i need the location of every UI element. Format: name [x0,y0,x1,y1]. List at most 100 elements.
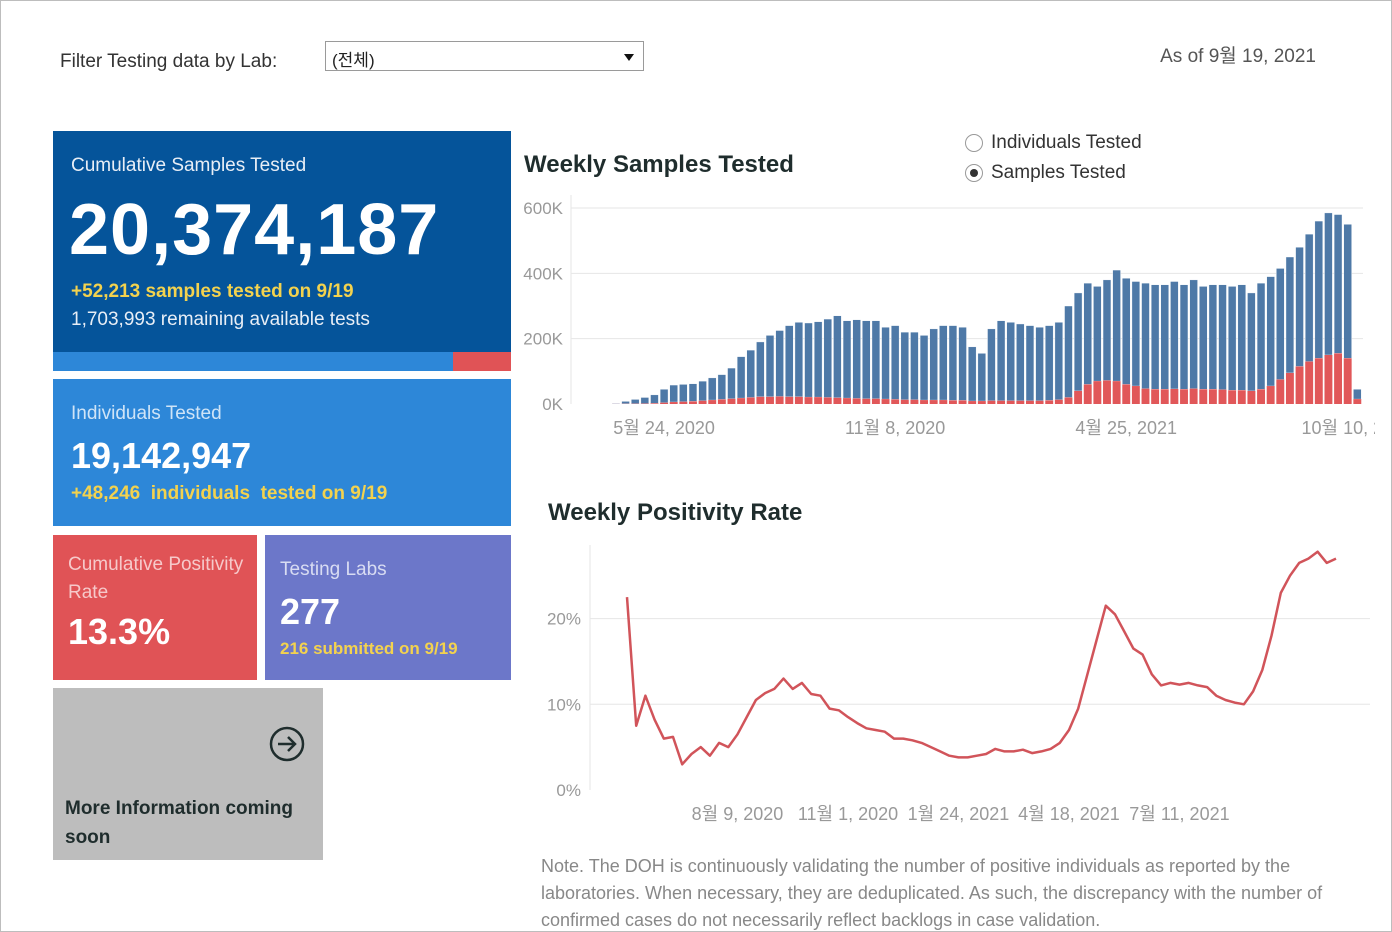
bar-positive [1257,389,1265,404]
y-tick-label: 400K [523,264,563,283]
bar-total [1112,269,1121,382]
bar-total [1073,292,1083,392]
bar-positive [1093,381,1102,404]
bar-total [708,377,717,401]
bar-positive [1343,358,1352,404]
radio-label: Individuals Tested [991,132,1142,153]
bar-positive [1170,388,1179,404]
bar-total [1035,327,1044,401]
lab-filter-select[interactable]: (전체) [325,41,644,71]
bar-total [631,399,640,404]
more-information-card[interactable]: More Information coming soon [53,688,323,860]
bar-total [640,397,649,404]
bar-positive [1064,397,1073,404]
bar-total [1170,281,1179,390]
radio-individuals-tested[interactable]: Individuals Tested [965,128,1142,158]
bar-total [1305,233,1314,362]
radio-samples-tested[interactable]: Samples Tested [965,158,1142,188]
bar-total [1179,284,1189,390]
bar-total [1199,286,1208,390]
x-tick-label: 7월 11, 2021 [1129,804,1229,824]
bar-positive [804,397,813,404]
labs-submitted: 216 submitted on 9/19 [280,639,458,658]
bar-positive [1237,390,1246,404]
bar-total [1314,220,1323,359]
bar-positive [698,400,707,404]
bar-total [1256,282,1266,390]
bar-total [939,325,948,401]
bar-total [1237,284,1246,391]
bar-total [910,331,919,400]
bar-total [688,383,698,402]
bar-positive [785,396,794,404]
as-of-date: As of 9월 19, 2021 [1160,46,1316,67]
bar-positive [650,403,659,404]
bar-total [1160,284,1169,390]
bar-total [1218,284,1227,390]
bar-total [891,325,900,400]
testing-labs-value: 277 [280,591,341,632]
bar-positive [948,400,957,404]
radio-circle-icon[interactable] [965,134,983,152]
radio-label: Samples Tested [991,162,1126,183]
positivity-rate-card: Cumulative Positivity Rate 13.3% [53,535,257,680]
bar-positive [1218,389,1227,404]
cumulative-samples-card: Cumulative Samples Tested 20,374,187 +52… [53,131,511,371]
dropdown-arrow-icon[interactable] [624,54,634,61]
bar-positive [997,400,1006,404]
bar-total [1083,282,1092,385]
bar-total [679,384,688,402]
bar-total [1141,282,1150,389]
bar-positive [1026,400,1034,404]
bar-positive [1285,372,1294,404]
bar-total [987,328,996,401]
bar-total [1324,212,1333,356]
bar-positive [910,399,919,404]
bar-positive [823,397,832,404]
individuals-tested-title: Individuals Tested [71,403,222,424]
bar-positive [1295,366,1304,404]
bar-positive [766,396,774,404]
bar-positive [852,398,861,404]
bar-positive [968,401,977,404]
bar-positive [1006,400,1015,404]
positivity-rate-value: 13.3% [68,611,171,652]
x-tick-label: 5월 24, 2020 [613,418,715,438]
bar-positive [1353,399,1362,404]
bar-positive [1045,400,1054,404]
bar-total [736,356,746,399]
bar-total [1343,224,1352,359]
weekly-samples-title: Weekly Samples Tested [524,151,794,178]
x-tick-label: 11월 8, 2020 [845,418,945,438]
bar-positive [708,400,717,404]
bar-total [1093,286,1102,382]
bar-total [621,401,630,405]
bar-total [1045,325,1054,401]
bar-positive [891,399,900,404]
bar-total [1006,322,1015,401]
tests-progress-used [53,352,451,371]
bar-positive [679,401,688,404]
testing-labs-card: Testing Labs 277 216 submitted on 9/19 [265,535,511,680]
bar-total [698,380,707,401]
positivity-rate-title: Cumulative Positivity Rate [68,554,244,603]
bar-total [929,328,938,401]
x-tick-label: 4월 25, 2021 [1075,418,1177,438]
bar-positive [1083,384,1092,404]
bar-total [842,320,852,399]
tests-progress-bar [53,352,511,371]
bar-total [611,403,621,405]
bar-total [881,327,890,400]
bar-positive [1103,380,1111,404]
arrow-circle-right-icon[interactable] [269,726,305,762]
bar-positive [1208,389,1217,404]
bar-positive [1334,353,1343,404]
bar-total [1122,278,1131,385]
bar-total [833,315,842,398]
individuals-increase: +48,246 individuals tested on 9/19 [71,483,388,504]
bar-total [958,327,967,401]
bar-total [1102,279,1112,381]
bar-positive [1314,358,1323,404]
bar-positive [881,399,890,404]
radio-circle-selected-icon[interactable] [965,164,983,182]
